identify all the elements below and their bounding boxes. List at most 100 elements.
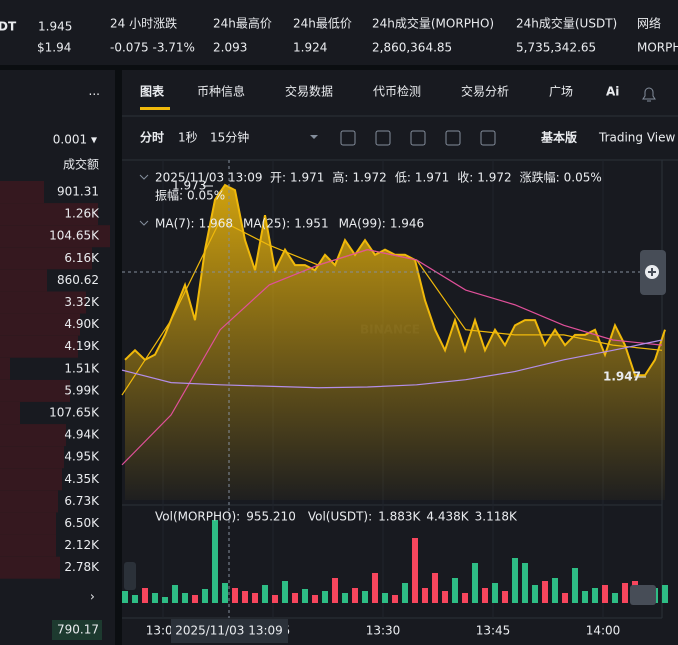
- volume-bar: [442, 591, 448, 603]
- info-label: 开:: [270, 171, 286, 185]
- high-mark: 1.973: [172, 179, 206, 193]
- stat-value: MORPH: [637, 41, 678, 55]
- amount: 4.35K: [64, 472, 100, 486]
- stat-value: -0.075 -3.71%: [110, 41, 195, 55]
- tool-icon[interactable]: [340, 130, 356, 146]
- depth-bar: [0, 335, 78, 358]
- info-label: 低:: [395, 171, 411, 185]
- stat-label: 24 小时涨跌: [110, 16, 177, 31]
- amount: 6.73K: [64, 494, 100, 508]
- volume-bar: [352, 588, 358, 603]
- volume-bar: [482, 588, 488, 603]
- bell-icon[interactable]: [642, 87, 656, 102]
- volume-bar: [622, 583, 628, 603]
- amount: 4.95K: [64, 450, 100, 464]
- volume-legend: 1.883K: [378, 510, 421, 524]
- ma-value: 1.968: [199, 217, 233, 231]
- tool-icon[interactable]: [480, 130, 496, 146]
- tab[interactable]: 图表: [140, 84, 165, 99]
- tab[interactable]: 代币检测: [373, 84, 421, 99]
- crosshair-label-bg: [171, 619, 288, 643]
- amount: 104.65K: [49, 229, 100, 243]
- low-mark: 1.947: [603, 370, 641, 384]
- volume-bar: [662, 585, 668, 603]
- volume-bar: [162, 597, 168, 603]
- mode[interactable]: 基本版: [540, 130, 577, 145]
- x-tick-label: 14:00: [586, 624, 621, 638]
- x-tick-label: 13:45: [476, 624, 511, 638]
- stat-value: 5,735,342.65: [516, 41, 596, 55]
- volume-legend: Vol(MORPHO):: [155, 510, 240, 524]
- tab[interactable]: 广场: [549, 85, 573, 99]
- page-next[interactable]: ›: [90, 590, 95, 604]
- interval-dropdown[interactable]: [310, 135, 318, 139]
- depth-bar: [0, 313, 80, 336]
- info-value: 1.972: [477, 171, 511, 185]
- interval[interactable]: 15分钟: [210, 130, 249, 145]
- depth-bar: [0, 225, 110, 248]
- volume-bar: [402, 583, 408, 603]
- amount: 2.12K: [64, 538, 100, 552]
- amount: 2.78K: [64, 560, 100, 574]
- volume-bar: [252, 593, 258, 603]
- collapse-icon[interactable]: [139, 220, 149, 226]
- info-label: 振幅:: [155, 188, 183, 203]
- volume-bar: [242, 591, 248, 603]
- stat-value: 2.093: [213, 41, 247, 55]
- amount: 901.31: [57, 185, 99, 199]
- volume-bar: [382, 593, 388, 603]
- stat-label: 24h最高价: [213, 16, 272, 31]
- info-value: 0.05%: [187, 189, 225, 203]
- tool-icon[interactable]: [375, 130, 391, 146]
- mode[interactable]: Trading View: [598, 131, 676, 145]
- amount: 1.26K: [64, 207, 100, 221]
- amount: 1.51K: [64, 361, 100, 375]
- amount: 6.16K: [64, 251, 100, 265]
- volume-bar: [512, 558, 518, 603]
- price-line: [124, 183, 666, 377]
- tool-icon[interactable]: [445, 130, 461, 146]
- depth-bar: [0, 556, 60, 579]
- stat-label: 网络: [637, 16, 661, 31]
- depth-bar: [0, 247, 92, 270]
- ma-value: 1.951: [294, 217, 328, 231]
- tab[interactable]: 交易分析: [461, 84, 509, 99]
- scroll-left[interactable]: [124, 562, 136, 590]
- ma-value: 1.946: [390, 217, 424, 231]
- last-price: 1.945: [38, 20, 72, 34]
- precision-select[interactable]: 0.001 ▾: [53, 133, 97, 147]
- stat-label: 24h成交量(USDT): [516, 16, 617, 31]
- info-label: 高:: [332, 170, 348, 185]
- volume-bar: [342, 593, 348, 603]
- volume-bar: [572, 568, 578, 603]
- info-value: 0.05%: [564, 171, 602, 185]
- depth-bar: [0, 291, 86, 314]
- x-tick-label: 13:30: [366, 624, 401, 638]
- last-trade: 790.17: [57, 623, 99, 637]
- volume-bar: [192, 595, 198, 603]
- amount: 860.62: [57, 273, 99, 287]
- volume-bar: [592, 588, 598, 603]
- volume-bar: [582, 591, 588, 603]
- volume-bar: [322, 591, 328, 603]
- more-button[interactable]: ···: [89, 88, 100, 102]
- tab[interactable]: Ai: [606, 85, 619, 99]
- tool-icon[interactable]: [410, 130, 426, 146]
- volume-bar: [202, 589, 208, 603]
- collapse-icon[interactable]: [139, 174, 149, 180]
- tab[interactable]: 币种信息: [197, 84, 245, 99]
- amount: 4.94K: [64, 428, 100, 442]
- stat-label: 24h最低价: [293, 17, 352, 31]
- interval[interactable]: 分时: [140, 130, 164, 145]
- interval[interactable]: 1秒: [178, 131, 198, 145]
- last-trade-bg: [52, 620, 102, 640]
- volume-bar: [292, 593, 298, 603]
- depth-bar: [0, 446, 64, 469]
- volume-bar: [302, 589, 308, 603]
- stat-label: 24h成交量(MORPHO): [372, 16, 494, 31]
- scroll-right[interactable]: [630, 585, 656, 605]
- depth-bar: [0, 402, 20, 424]
- amount: 4.90K: [64, 317, 100, 331]
- tab[interactable]: 交易数据: [285, 84, 333, 99]
